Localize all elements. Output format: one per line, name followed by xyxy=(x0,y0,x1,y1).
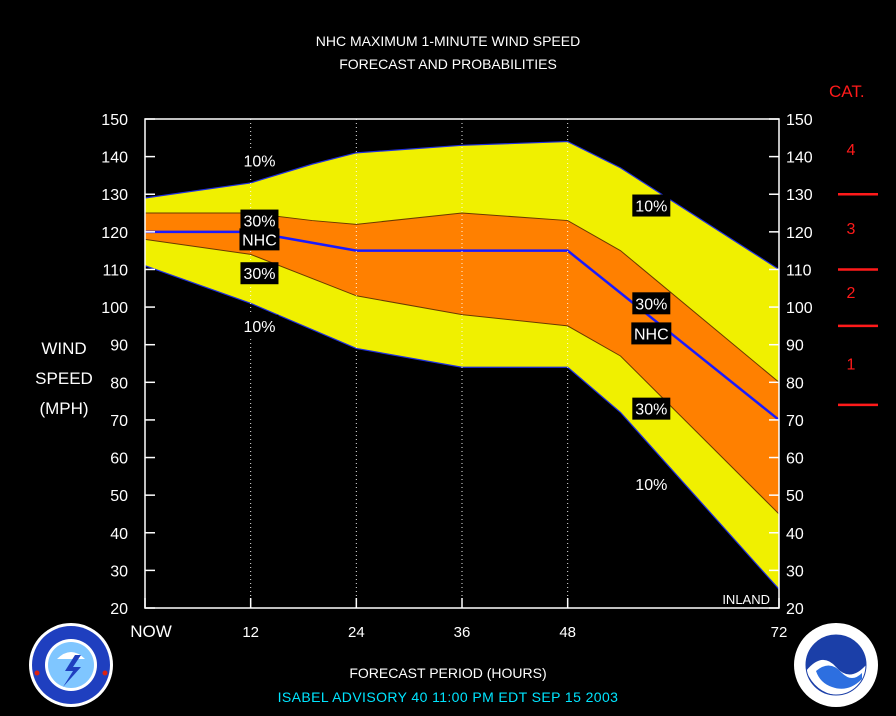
band-label-7: NHC xyxy=(634,326,669,343)
y-tick-label-right-140: 140 xyxy=(786,150,813,167)
band-label-bg-6 xyxy=(632,292,671,315)
x-tick-label-12: 12 xyxy=(242,624,259,641)
y-tick-label-left-120: 120 xyxy=(101,225,128,242)
y-tick-label-left-20: 20 xyxy=(110,601,128,618)
band-label-bg-2 xyxy=(239,228,280,251)
category-label-3: 3 xyxy=(847,221,856,238)
band-label-bg-5 xyxy=(632,194,671,217)
band-label-5: 10% xyxy=(635,199,667,216)
category-label-1: 1 xyxy=(847,357,856,374)
y-tick-label-right-50: 50 xyxy=(786,488,804,505)
y-tick-label-left-60: 60 xyxy=(110,451,128,468)
x-tick-label-0: NOW xyxy=(130,622,172,641)
x-tick-label-48: 48 xyxy=(559,624,576,641)
x-tick-label-24: 24 xyxy=(348,624,365,641)
y-tick-label-left-110: 110 xyxy=(102,262,128,279)
x-tick-label-72: 72 xyxy=(771,624,788,641)
band-label-bg-0 xyxy=(240,149,279,172)
y-tick-label-right-110: 110 xyxy=(786,262,812,279)
y-tick-label-right-60: 60 xyxy=(786,451,804,468)
y-tick-label-right-90: 90 xyxy=(786,338,804,355)
band-label-2: NHC xyxy=(242,232,277,249)
y-axis-label-line2: SPEED xyxy=(35,369,93,388)
y-tick-label-left-140: 140 xyxy=(101,150,128,167)
x-axis-label: FORECAST PERIOD (HOURS) xyxy=(349,665,547,681)
inland-label: INLAND xyxy=(722,592,770,607)
chart-title-line1: NHC MAXIMUM 1-MINUTE WIND SPEED xyxy=(315,33,581,49)
category-label-4: 4 xyxy=(847,142,856,159)
band-label-6: 30% xyxy=(635,296,667,313)
band-label-8: 30% xyxy=(635,402,667,419)
y-axis-label-line1: WIND xyxy=(41,339,87,358)
y-tick-label-left-100: 100 xyxy=(101,300,128,317)
y-axis-label-line3: (MPH) xyxy=(39,399,89,418)
nws-logo-icon xyxy=(29,623,113,707)
band-label-9: 10% xyxy=(635,477,667,494)
band-label-0: 10% xyxy=(243,153,275,170)
advisory-info: ISABEL ADVISORY 40 11:00 PM EDT SEP 15 2… xyxy=(277,689,619,705)
band-label-bg-8 xyxy=(632,397,671,420)
y-tick-label-left-150: 150 xyxy=(101,112,128,129)
y-tick-label-left-130: 130 xyxy=(101,187,128,204)
band-label-bg-9 xyxy=(632,472,671,495)
band-label-4: 10% xyxy=(243,319,275,336)
band-label-bg-4 xyxy=(240,314,279,337)
x-tick-label-36: 36 xyxy=(454,624,471,641)
y-tick-label-left-70: 70 xyxy=(110,413,128,430)
band-label-1: 30% xyxy=(243,214,275,231)
y-tick-label-left-90: 90 xyxy=(110,338,128,355)
y-tick-label-right-80: 80 xyxy=(786,375,804,392)
band-label-3: 30% xyxy=(243,266,275,283)
y-tick-label-right-20: 20 xyxy=(786,601,804,618)
y-tick-label-right-100: 100 xyxy=(786,300,813,317)
chart-title-line2: FORECAST AND PROBABILITIES xyxy=(339,56,557,72)
y-tick-label-right-30: 30 xyxy=(786,563,804,580)
y-tick-label-left-80: 80 xyxy=(110,375,128,392)
band-label-bg-1 xyxy=(240,209,279,232)
band-label-bg-7 xyxy=(631,322,672,345)
y-tick-label-left-50: 50 xyxy=(110,488,128,505)
band-label-bg-3 xyxy=(240,262,279,285)
y-tick-label-left-40: 40 xyxy=(110,526,128,543)
y-tick-label-right-150: 150 xyxy=(786,112,813,129)
series-line-upper10 xyxy=(144,140,780,270)
y-tick-label-right-120: 120 xyxy=(786,225,813,242)
noaa-logo-icon xyxy=(794,623,878,707)
category-title: CAT. xyxy=(829,82,865,101)
band-30pct-area xyxy=(145,213,779,514)
series-line-nhc xyxy=(145,230,780,421)
y-tick-label-left-30: 30 xyxy=(110,563,128,580)
series-line-lower30 xyxy=(144,238,780,515)
y-tick-label-right-70: 70 xyxy=(786,413,804,430)
y-tick-label-right-130: 130 xyxy=(786,187,813,204)
y-tick-label-right-40: 40 xyxy=(786,526,804,543)
category-label-2: 2 xyxy=(847,285,856,302)
